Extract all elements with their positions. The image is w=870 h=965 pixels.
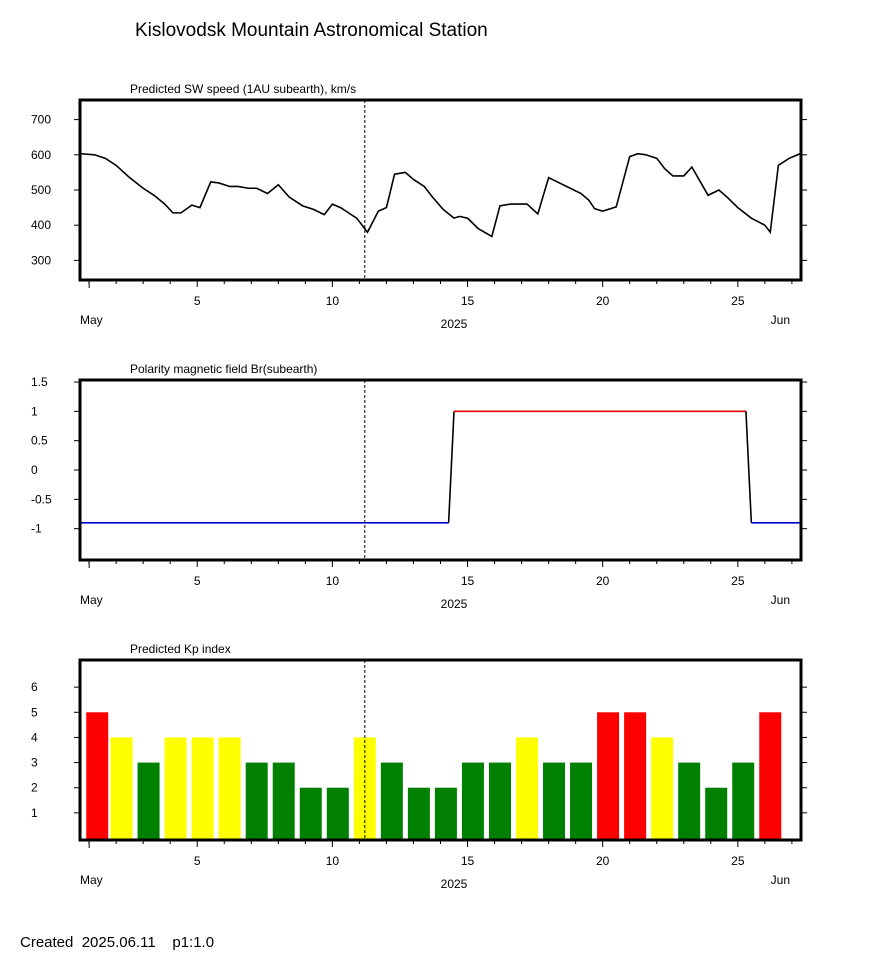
panel-title: Polarity magnetic field Br(subearth)	[130, 362, 317, 376]
kp-bar	[543, 762, 566, 840]
kp-bar	[191, 737, 214, 840]
kp-bar	[624, 712, 647, 840]
x-tick-label: 15	[461, 854, 475, 868]
kp-bar	[705, 787, 728, 840]
polarity-line-transition	[447, 411, 455, 523]
y-tick-label: 0.5	[31, 434, 48, 448]
panel-2: Polarity magnetic field Br(subearth) -1 -0…	[31, 362, 807, 611]
x-end-month-label: Jun	[771, 873, 790, 887]
x-tick-label: 5	[194, 294, 201, 308]
y-tick-label: 700	[31, 113, 51, 127]
y-tick-label: 0	[31, 463, 38, 477]
x-tick-label: 5	[194, 854, 201, 868]
kp-bar	[461, 762, 484, 840]
x-tick-label: 25	[731, 854, 745, 868]
x-tick-label: 5	[194, 574, 201, 588]
kp-bar	[488, 762, 511, 840]
x-year-label: 2025	[441, 597, 468, 611]
x-tick-label: 10	[326, 294, 340, 308]
plot-frame	[78, 378, 803, 562]
kp-bar	[434, 787, 457, 840]
kp-bar	[678, 762, 701, 840]
page-label: p1:1.0	[172, 934, 215, 951]
kp-bar	[597, 712, 620, 840]
y-tick-label: 5	[31, 705, 38, 719]
y-tick-label: 6	[31, 680, 38, 694]
kp-bar	[353, 737, 376, 840]
x-end-month-label: Jun	[771, 593, 790, 607]
y-tick-label: 500	[31, 183, 51, 197]
x-start-month-label: May	[80, 313, 103, 327]
y-tick-label: 400	[31, 218, 51, 232]
kp-bar	[245, 762, 268, 840]
plot-frame	[78, 98, 803, 282]
x-tick-label: 20	[596, 294, 610, 308]
created-label: Created	[20, 934, 74, 951]
x-year-label: 2025	[441, 317, 468, 331]
kp-bar	[759, 712, 782, 840]
x-tick-label: 20	[596, 574, 610, 588]
x-tick-label: 10	[326, 854, 340, 868]
y-tick-label: 300	[31, 253, 51, 267]
kp-bar	[218, 737, 241, 840]
kp-bar	[407, 787, 430, 840]
y-tick-label: -1	[31, 522, 42, 536]
kp-bar	[137, 762, 160, 840]
x-tick-label: 15	[461, 574, 475, 588]
kp-bar	[570, 762, 593, 840]
kp-bar	[86, 712, 109, 840]
polarity-line-transition	[745, 411, 753, 523]
created-date: 2025.06.11	[81, 934, 156, 951]
kp-bar	[272, 762, 295, 840]
kp-bar	[380, 762, 403, 840]
kp-bar	[299, 787, 322, 840]
x-tick-label: 10	[326, 574, 340, 588]
footer: Created 2025.06.11 p1:1.0	[20, 934, 214, 951]
kp-bar	[651, 737, 674, 840]
kp-bar	[515, 737, 538, 840]
page-title: Kislovodsk Mountain Astronomical Station	[135, 20, 488, 41]
x-start-month-label: May	[80, 593, 103, 607]
x-end-month-label: Jun	[771, 313, 790, 327]
x-tick-label: 25	[731, 574, 745, 588]
panel-title: Predicted Kp index	[130, 642, 231, 656]
y-tick-label: 1	[31, 404, 38, 418]
x-year-label: 2025	[441, 877, 468, 891]
y-tick-label: 3	[31, 756, 38, 770]
kp-bar	[164, 737, 187, 840]
plot-frame	[78, 658, 803, 842]
y-tick-label: 4	[31, 730, 38, 744]
kp-bar	[326, 787, 349, 840]
panel-title: Predicted SW speed (1AU subearth), km/s	[130, 82, 356, 96]
x-tick-label: 15	[461, 294, 475, 308]
sw-speed-line	[80, 152, 801, 238]
y-tick-label: -0.5	[31, 492, 52, 506]
y-tick-label: 1	[31, 806, 38, 820]
y-tick-label: 2	[31, 781, 38, 795]
x-tick-label: 25	[731, 294, 745, 308]
kp-bar	[732, 762, 755, 840]
kp-bar	[110, 737, 133, 840]
y-tick-label: 600	[31, 148, 51, 162]
y-tick-label: 1.5	[31, 375, 48, 389]
x-start-month-label: May	[80, 873, 103, 887]
x-tick-label: 20	[596, 854, 610, 868]
panel-1: Predicted SW speed (1AU subearth), km/s 3…	[31, 82, 807, 331]
